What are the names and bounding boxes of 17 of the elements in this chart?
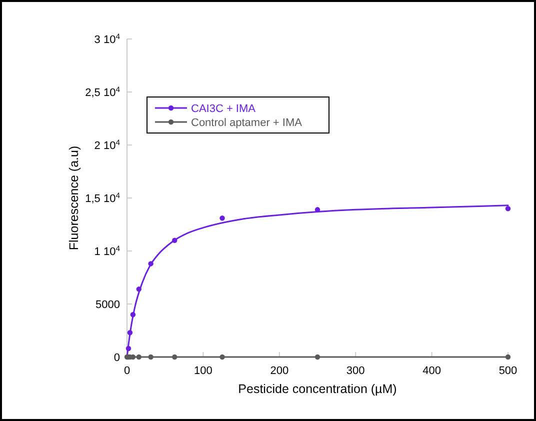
legend-label: CAI3C + IMA [191,102,256,115]
x-tick-label: 500 [498,365,518,377]
y-axis-title: Fluorescence (a.u) [67,146,81,250]
y-tick-label: 2,5 10$^{4}$ [85,84,121,99]
x-tick-label: 200 [270,365,289,377]
y-tick-label: 5000 [96,298,120,311]
x-tick-label: 100 [194,365,212,377]
x-tick-label: 300 [346,365,365,377]
x-axis-title: Pesticide concentration (µM) [238,382,397,396]
legend-label: Control aptamer + IMA [191,116,303,129]
y-tick-label: 2 10$^{4}$ [94,137,121,152]
y-tick-label: 0 [114,352,120,364]
y-tick-label: 3 10$^{4}$ [94,31,121,46]
y-tick-label: 1,5 10$^{4}$ [85,190,121,205]
x-tick-label: 0 [124,365,130,377]
y-tick-label: 1 10$^{4}$ [94,243,121,258]
x-tick-label: 400 [422,365,441,377]
